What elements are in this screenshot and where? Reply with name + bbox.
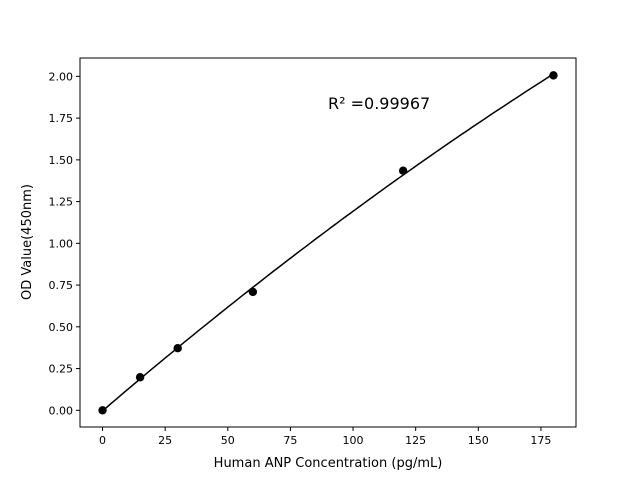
x-tick-label: 125 bbox=[405, 434, 426, 447]
data-point bbox=[549, 71, 558, 80]
plot-area bbox=[79, 57, 577, 428]
data-point bbox=[398, 166, 408, 175]
data-point bbox=[248, 287, 258, 297]
x-axis-label: Human ANP Concentration (pg/mL) bbox=[214, 456, 443, 471]
y-tick-label: 1.50 bbox=[49, 154, 74, 167]
x-axis-ticks: 0 25 50 75 100 125 150 175 bbox=[99, 427, 551, 447]
data-point bbox=[173, 343, 182, 353]
y-tick-label: 1.75 bbox=[49, 112, 74, 125]
x-tick-label: 75 bbox=[283, 434, 297, 447]
x-tick-label: 50 bbox=[221, 434, 235, 447]
x-tick-label: 100 bbox=[343, 434, 364, 447]
data-point bbox=[98, 406, 107, 415]
y-tick-label: 0.50 bbox=[49, 321, 74, 334]
y-tick-label: 0.00 bbox=[49, 404, 74, 417]
y-axis-ticks: 0.00 0.25 0.50 0.75 1.00 1.25 1.50 1.75 2.00 bbox=[49, 70, 80, 417]
r-squared-annotation: R² =0.99967 bbox=[328, 94, 430, 113]
y-tick-label: 1.00 bbox=[49, 237, 74, 250]
x-tick-label: 150 bbox=[468, 434, 489, 447]
x-tick-label: 175 bbox=[530, 434, 551, 447]
x-tick-label: 0 bbox=[99, 434, 106, 447]
y-tick-label: 1.25 bbox=[49, 196, 74, 209]
y-tick-label: 2.00 bbox=[49, 70, 74, 83]
y-tick-label: 0.75 bbox=[49, 279, 74, 292]
data-points bbox=[98, 71, 558, 415]
x-tick-label: 25 bbox=[158, 434, 172, 447]
data-point bbox=[135, 373, 145, 382]
y-tick-label: 0.25 bbox=[49, 363, 74, 376]
y-axis-label: OD Value(450nm) bbox=[20, 184, 35, 300]
fit-curve bbox=[102, 73, 554, 412]
